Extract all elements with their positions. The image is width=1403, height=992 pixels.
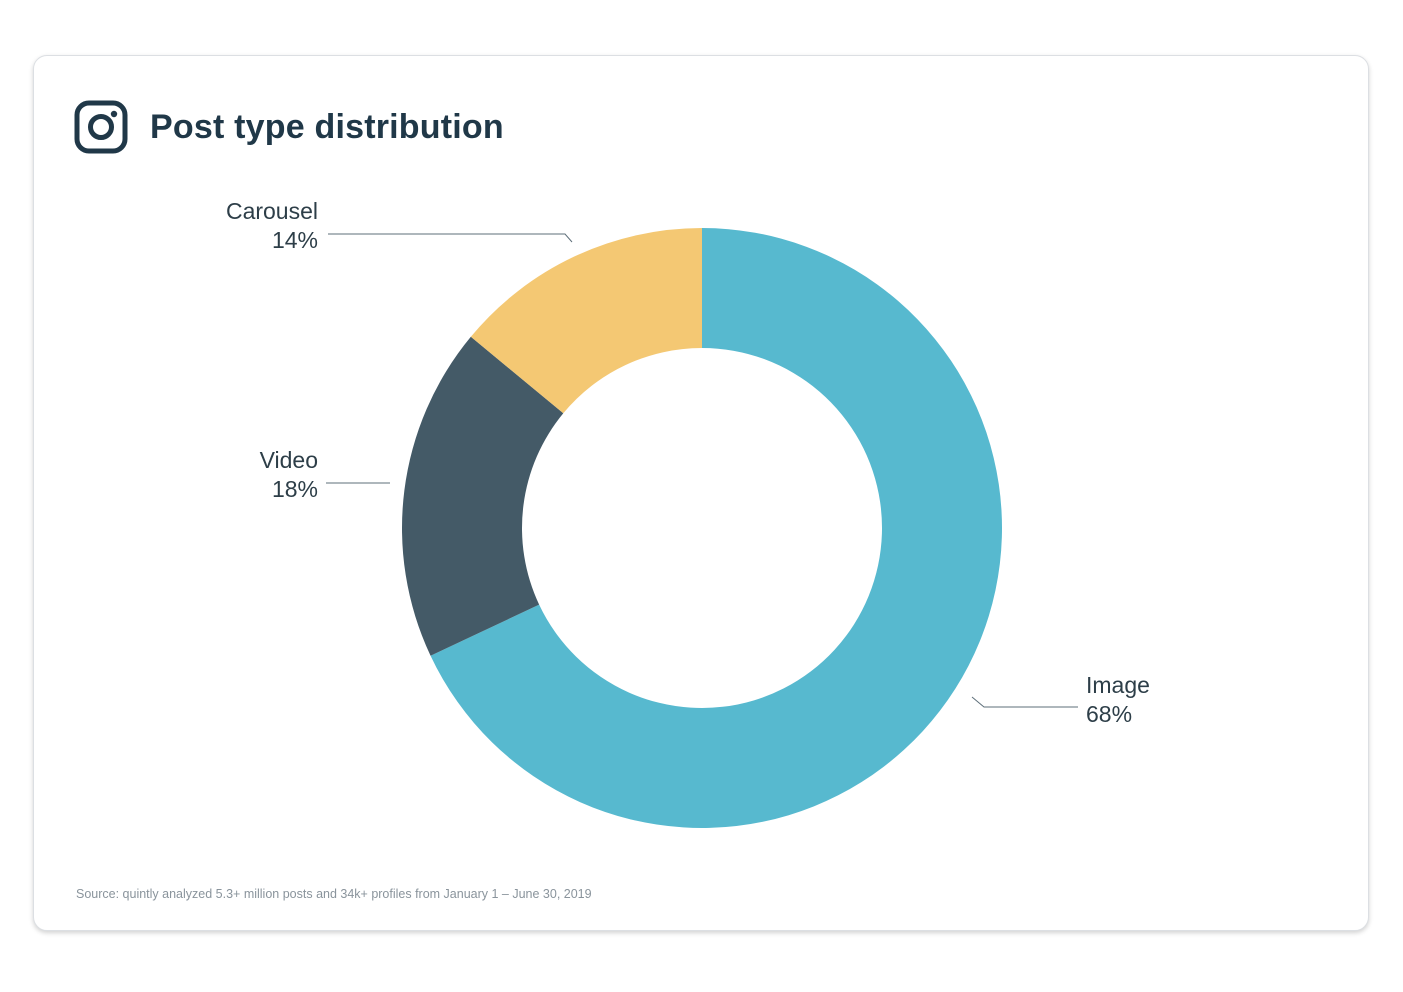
chart-card: Post type distribution Image 68% Video 18% C… (33, 55, 1369, 931)
slice-value-image: 68% (1086, 701, 1132, 727)
leader-line-image (971, 696, 1078, 708)
slice-value-video: 18% (272, 476, 318, 502)
slice-label-carousel: Carousel (226, 198, 318, 224)
slice-label-image: Image (1086, 672, 1150, 698)
instagram-icon (74, 100, 128, 154)
chart-header: Post type distribution (74, 100, 504, 154)
donut-chart: Image 68% Video 18% Carousel 14% (226, 198, 1150, 828)
source-note: Source: quintly analyzed 5.3+ million po… (76, 887, 592, 901)
slice-label-video: Video (260, 447, 318, 473)
chart-title: Post type distribution (150, 107, 504, 146)
leader-line-carousel (328, 233, 573, 243)
donut-slice-video (401, 336, 564, 656)
donut-slice-image (430, 228, 1003, 828)
donut-slice-carousel (470, 228, 702, 414)
slice-value-carousel: 14% (272, 227, 318, 253)
